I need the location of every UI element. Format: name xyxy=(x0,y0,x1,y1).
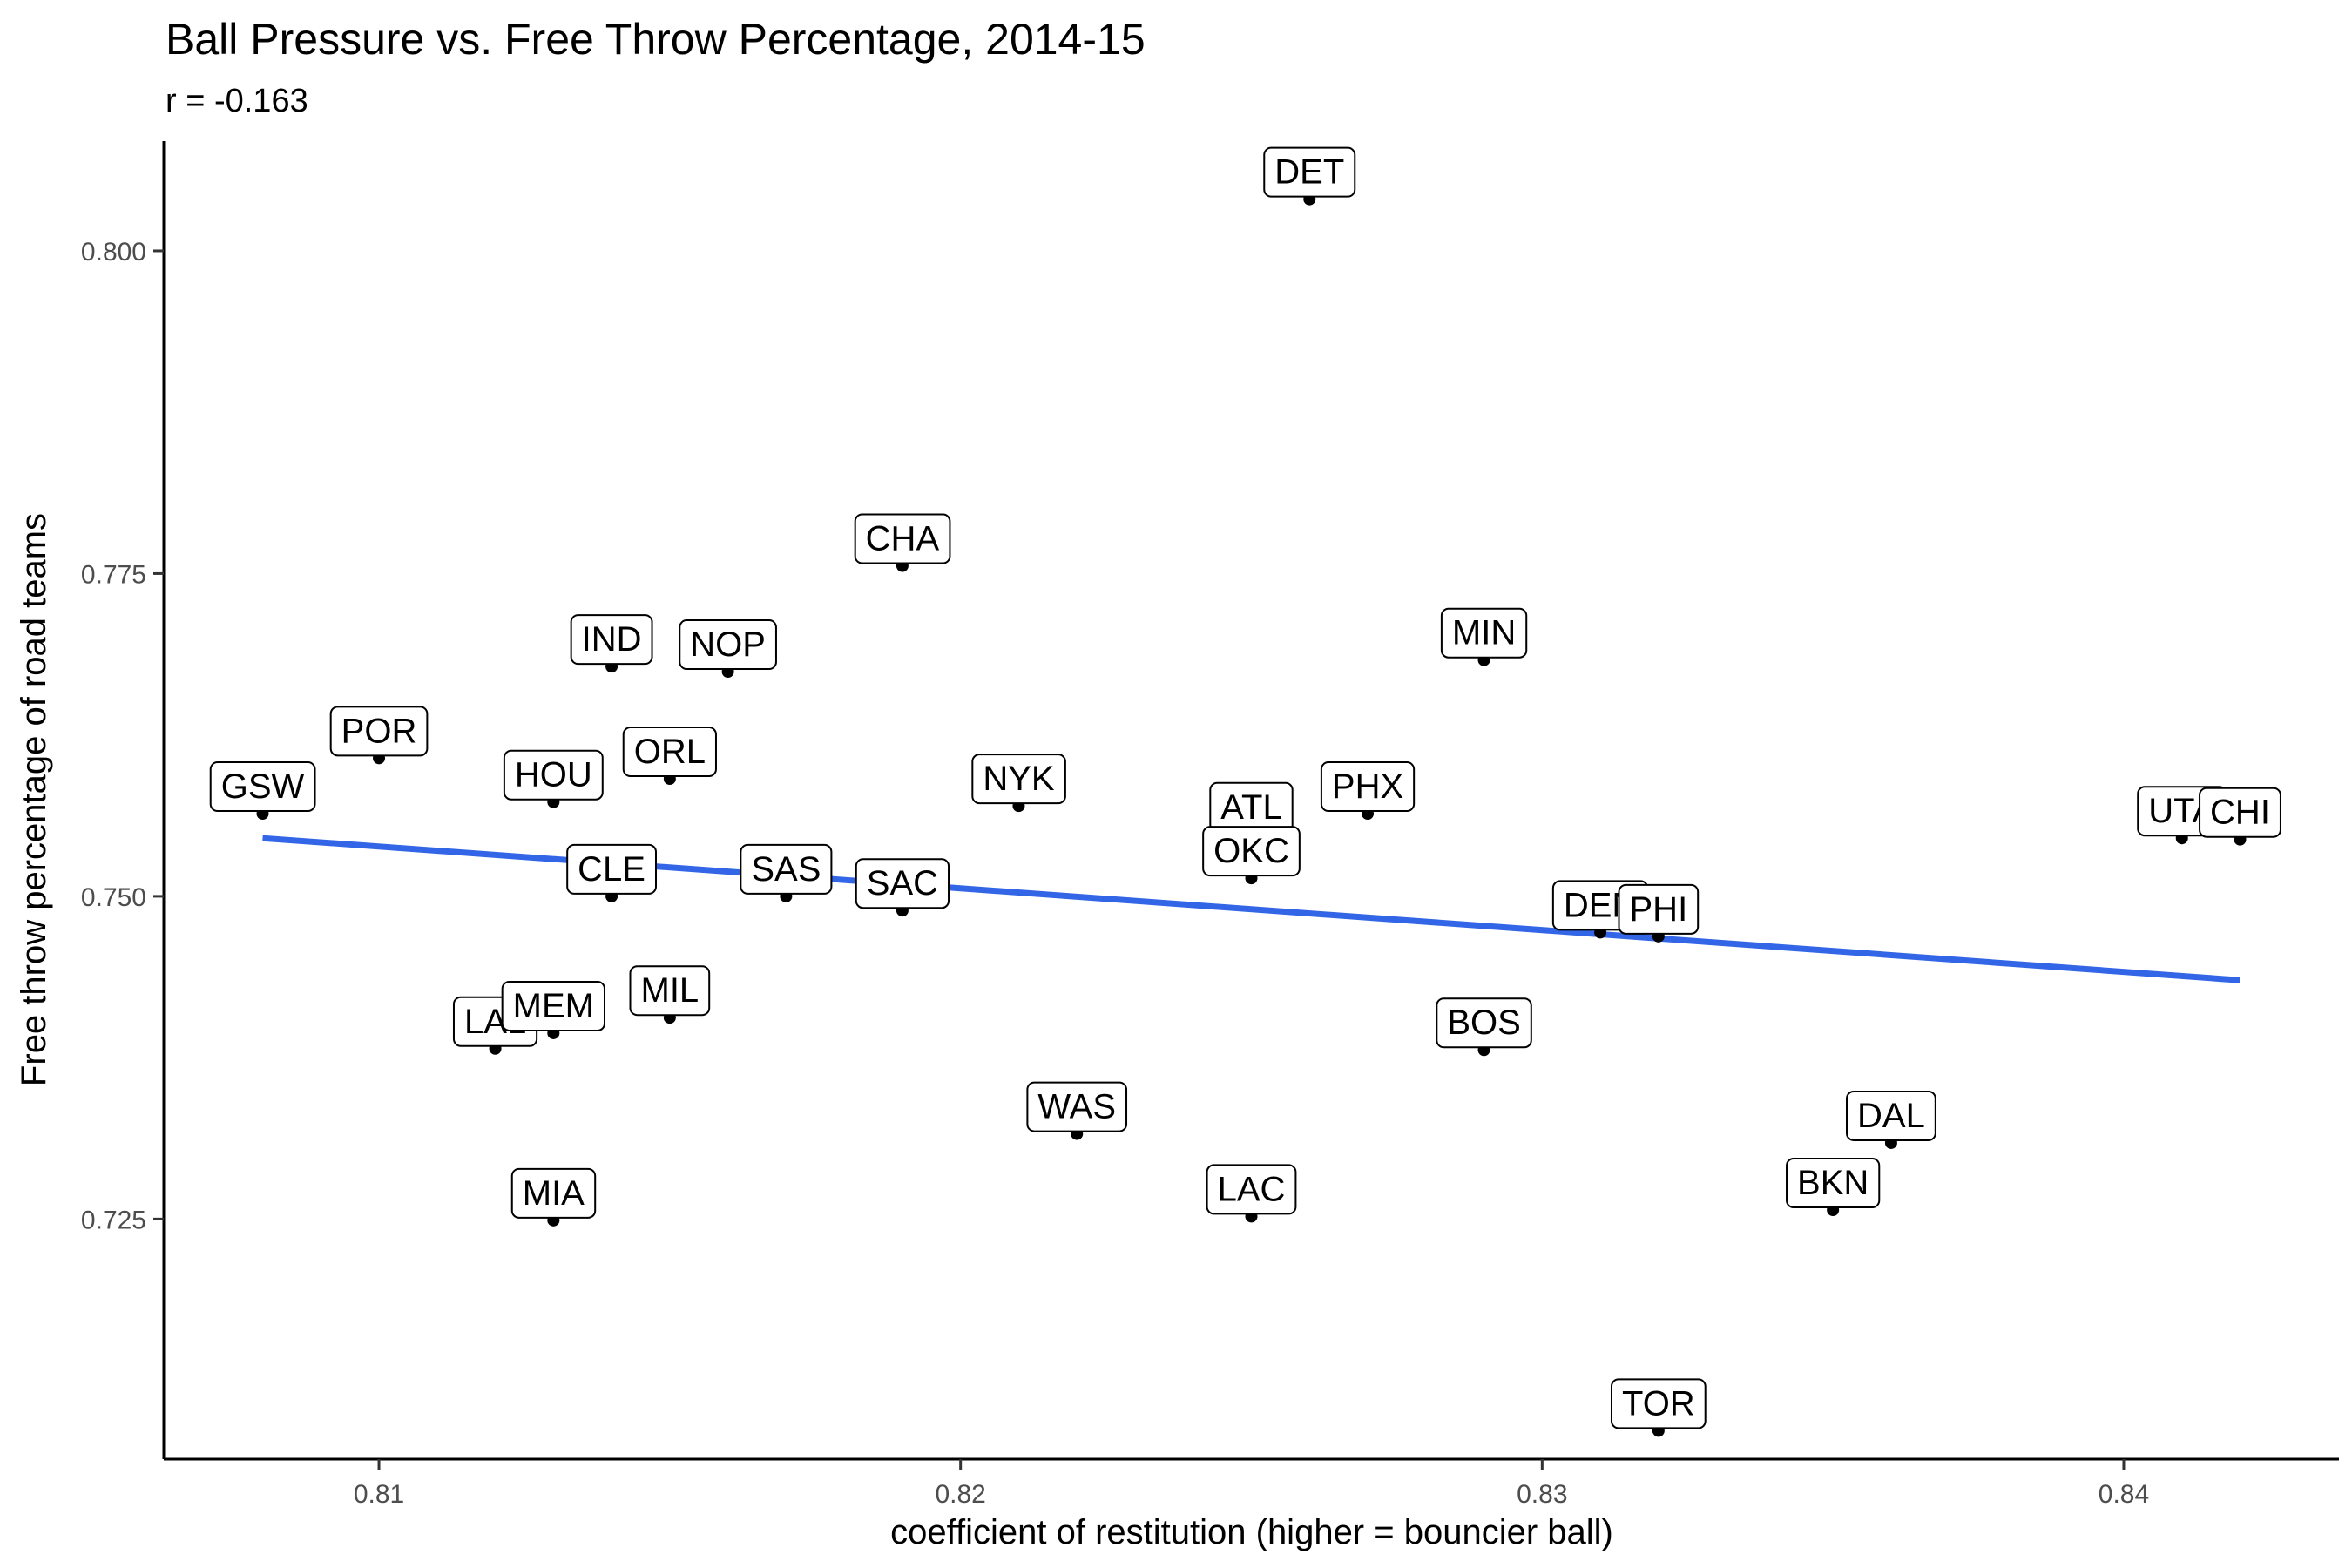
point-label-atl: ATL xyxy=(1209,781,1294,833)
label-box xyxy=(503,749,604,801)
point-label-text: SAS xyxy=(751,850,821,889)
point-label-text: OKC xyxy=(1213,832,1289,870)
point-label-text: MIN xyxy=(1452,614,1516,652)
point-label-text: CHI xyxy=(2210,794,2270,832)
point-label-nop: NOP xyxy=(679,619,777,671)
label-box xyxy=(2199,787,2281,838)
label-box xyxy=(1202,826,1301,877)
point-label-text: BKN xyxy=(1797,1164,1869,1202)
point-label-mil: MIL xyxy=(629,965,711,1017)
point-label-text: ORL xyxy=(634,733,706,771)
point-label-text: NYK xyxy=(983,760,1055,798)
point-label-text: LAC xyxy=(1218,1170,1286,1208)
point-label-text: POR xyxy=(341,712,417,750)
point-label-okc: OKC xyxy=(1202,826,1301,877)
x-axis-ticks: 0.81 0.82 0.83 0.84 xyxy=(354,1459,2149,1509)
point-label-chi: CHI xyxy=(2199,787,2281,838)
label-box xyxy=(1320,761,1416,813)
chart-subtitle: r = -0.163 xyxy=(166,83,308,119)
point-label-text: GSW xyxy=(221,767,305,806)
point-label-lac: LAC xyxy=(1206,1164,1297,1215)
point-label-bos: BOS xyxy=(1436,997,1532,1049)
y-tick-label: 0.750 xyxy=(81,883,146,912)
x-axis-title: coefficient of restitution (higher = bou… xyxy=(890,1513,1613,1551)
point-label-orl: ORL xyxy=(622,727,717,778)
point-label-mia: MIA xyxy=(510,1167,597,1219)
label-box xyxy=(1786,1157,1881,1208)
x-tick-label: 0.83 xyxy=(1517,1480,1567,1509)
label-box xyxy=(1026,1081,1128,1132)
point-label-gsw: GSW xyxy=(209,761,316,813)
plot-area: 0.81 0.82 0.83 0.84 0.725 0.750 0.775 0.800 DE… xyxy=(81,141,2339,1509)
label-box xyxy=(1436,997,1532,1049)
label-box xyxy=(1610,1378,1707,1429)
label-box xyxy=(1263,146,1356,198)
point-label-was: WAS xyxy=(1026,1081,1128,1132)
label-box xyxy=(855,858,950,909)
point-label-text: CLE xyxy=(578,850,645,889)
point-label-tor: TOR xyxy=(1610,1378,1707,1429)
point-label-text: DAL xyxy=(1857,1097,1925,1135)
point-label-min: MIN xyxy=(1440,607,1528,659)
y-tick-label: 0.725 xyxy=(81,1206,146,1234)
y-tick-label: 0.800 xyxy=(81,238,146,267)
point-label-dal: DAL xyxy=(1846,1090,1936,1141)
point-label-nyk: NYK xyxy=(971,754,1066,805)
label-box xyxy=(209,761,316,813)
point-label-phx: PHX xyxy=(1320,761,1416,813)
chart-title: Ball Pressure vs. Free Throw Percentage,… xyxy=(166,15,1146,64)
point-label-text: CHA xyxy=(866,520,940,558)
label-box xyxy=(566,843,657,895)
point-label-text: ATL xyxy=(1220,788,1281,827)
label-box xyxy=(1618,883,1700,935)
y-axis-ticks: 0.725 0.750 0.775 0.800 xyxy=(81,238,164,1234)
label-box xyxy=(971,754,1066,805)
label-box xyxy=(629,965,711,1017)
x-tick-label: 0.82 xyxy=(935,1480,985,1509)
point-label-bkn: BKN xyxy=(1786,1157,1881,1208)
point-label-text: MIL xyxy=(641,971,700,1010)
label-box xyxy=(329,706,429,757)
point-label-sas: SAS xyxy=(740,843,833,895)
label-box xyxy=(1440,607,1528,659)
point-label-mem: MEM xyxy=(501,980,605,1031)
point-label-text: TOR xyxy=(1622,1384,1695,1423)
point-label-text: WAS xyxy=(1037,1088,1116,1126)
point-label-phi: PHI xyxy=(1618,883,1700,935)
x-tick-label: 0.84 xyxy=(2099,1480,2149,1509)
label-box xyxy=(1846,1090,1936,1141)
point-label-text: MEM xyxy=(513,987,594,1025)
point-label-por: POR xyxy=(329,706,429,757)
point-label-cle: CLE xyxy=(566,843,657,895)
point-label-text: MIA xyxy=(523,1174,585,1213)
point-label-det: DET xyxy=(1263,146,1356,198)
point-label-text: PHX xyxy=(1332,767,1403,806)
label-box xyxy=(501,980,605,1031)
label-box xyxy=(622,727,717,778)
point-label-cha: CHA xyxy=(854,513,951,564)
point-label-sac: SAC xyxy=(855,858,950,909)
label-box xyxy=(1206,1164,1297,1215)
point-label-text: DET xyxy=(1274,153,1344,192)
x-tick-label: 0.81 xyxy=(354,1480,404,1509)
y-axis-title: Free throw percentage of road teams xyxy=(15,513,53,1086)
point-label-text: HOU xyxy=(515,756,592,794)
point-label-ind: IND xyxy=(570,614,653,666)
label-box xyxy=(570,614,653,666)
label-box xyxy=(510,1167,597,1219)
label-box xyxy=(740,843,833,895)
y-tick-label: 0.775 xyxy=(81,560,146,589)
point-label-text: IND xyxy=(582,620,642,659)
point-label-text: BOS xyxy=(1447,1004,1520,1042)
label-box xyxy=(854,513,951,564)
point-label-text: NOP xyxy=(690,625,766,664)
point-label-text: SAC xyxy=(867,864,938,902)
point-label-hou: HOU xyxy=(503,749,604,801)
point-label-text: PHI xyxy=(1630,890,1688,929)
label-box xyxy=(679,619,777,671)
